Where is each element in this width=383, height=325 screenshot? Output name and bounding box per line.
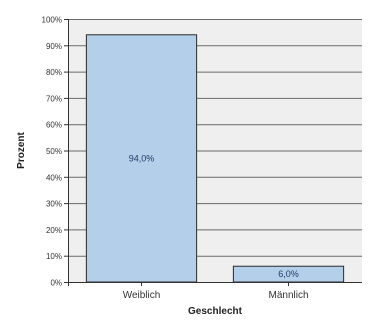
axes (68, 19, 362, 286)
y-tick-label: 10% (46, 252, 62, 261)
y-axis-title: Prozent (16, 131, 27, 168)
y-tick-label: 80% (46, 68, 62, 77)
x-axis-labels: Weiblich Männlich (123, 282, 309, 301)
x-axis-title: Geschlecht (188, 306, 243, 317)
y-tick-label: 90% (46, 42, 62, 51)
y-tick-label: 30% (46, 200, 62, 209)
y-tick-label: 20% (46, 226, 62, 235)
y-tick-label: 60% (46, 121, 62, 130)
data-label: 94,0% (129, 153, 155, 163)
y-tick-label: 50% (46, 147, 62, 156)
data-labels: 94,0% 6,0% (129, 153, 299, 279)
y-tick-label: 0% (50, 279, 62, 288)
bar-weiblich (85, 34, 198, 283)
y-axis-ticks: 0% 10% 20% 30% 40% 50% 60% 70% 80% 90% 100% (42, 16, 68, 288)
x-tick-label: Weiblich (123, 290, 161, 301)
bars (85, 34, 345, 283)
data-label: 6,0% (278, 269, 299, 279)
y-tick-label: 100% (42, 16, 62, 25)
x-tick-label: Männlich (268, 290, 308, 301)
y-tick-label: 40% (46, 173, 62, 182)
y-tick-label: 70% (46, 94, 62, 103)
